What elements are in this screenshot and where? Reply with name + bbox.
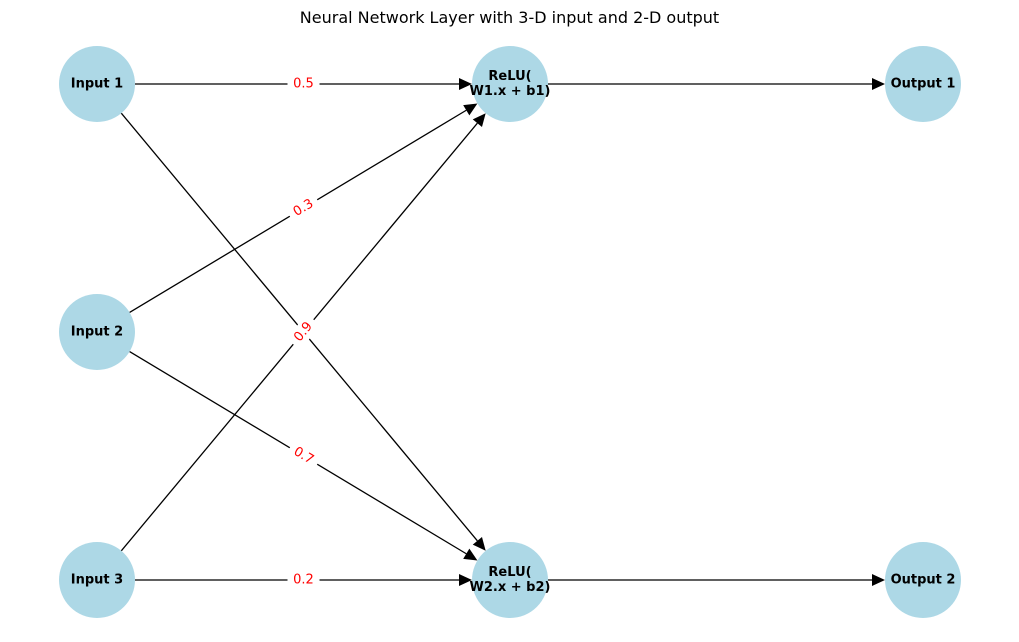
node-label: W1.x + b1) (470, 84, 551, 99)
arrowhead (872, 574, 885, 586)
node-circle (59, 542, 135, 618)
node-label: ReLU( (488, 69, 531, 84)
node-label: Input 3 (71, 573, 123, 588)
weight-label-background (285, 440, 322, 472)
node-circle (59, 46, 135, 122)
weight-label-background (287, 571, 320, 589)
node-label: ReLU( (488, 565, 531, 580)
node-relu2: ReLU(W2.x + b2) (470, 542, 551, 618)
node-circle (472, 542, 548, 618)
node-relu1: ReLU(W1.x + b1) (470, 46, 551, 122)
weight-label-background (286, 313, 321, 351)
node-output1: Output 1 (885, 46, 961, 122)
node-circle (885, 542, 961, 618)
edge-relu2-output2 (548, 574, 885, 586)
weight-label-input2-relu1: 0.3 (285, 192, 322, 224)
weight-value: 0.2 (293, 573, 314, 588)
node-circle (472, 46, 548, 122)
arrowhead (472, 536, 486, 551)
node-output2: Output 2 (885, 542, 961, 618)
arrowhead (459, 574, 472, 586)
node-label: Input 2 (71, 325, 123, 340)
node-input2: Input 2 (59, 294, 135, 370)
node-circle (59, 294, 135, 370)
weight-labels-layer: 0.5 0.3 0.9 0.7 0.2 (285, 75, 322, 589)
node-input3: Input 3 (59, 542, 135, 618)
arrowhead (463, 103, 478, 116)
node-input1: Input 1 (59, 46, 135, 122)
arrowhead (459, 78, 472, 90)
weight-label-input1-relu1: 0.5 (287, 75, 320, 93)
arrowhead (463, 548, 478, 561)
node-label: Output 2 (891, 573, 956, 588)
weight-value: 0.5 (293, 77, 314, 92)
diagram-title: Neural Network Layer with 3-D input and … (300, 8, 719, 27)
node-label: W2.x + b2) (470, 580, 551, 595)
arrowhead (872, 78, 885, 90)
edge-relu1-output1 (548, 78, 885, 90)
weight-label-background (285, 192, 322, 224)
node-label: Output 1 (891, 77, 956, 92)
weight-label-input3-relu2: 0.2 (287, 571, 320, 589)
weight-label-input2-relu2: 0.7 (285, 440, 322, 472)
node-circle (885, 46, 961, 122)
arrowhead (472, 113, 486, 128)
weight-label-background (287, 75, 320, 93)
edges-layer (120, 78, 885, 586)
weight-label-input3-relu1: 0.9 (286, 313, 321, 351)
node-label: Input 1 (71, 77, 123, 92)
